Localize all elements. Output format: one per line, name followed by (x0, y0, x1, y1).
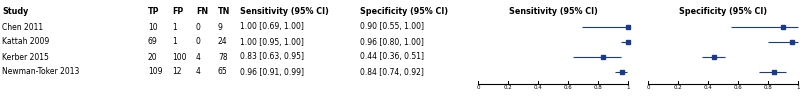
Text: 0.44 [0.36, 0.51]: 0.44 [0.36, 0.51] (360, 52, 424, 62)
Text: TP: TP (148, 8, 159, 16)
Text: 9: 9 (218, 22, 223, 32)
Text: FP: FP (172, 8, 183, 16)
Text: 109: 109 (148, 68, 162, 76)
Text: 0: 0 (646, 85, 650, 90)
Text: 4: 4 (196, 68, 201, 76)
Text: 0: 0 (196, 22, 201, 32)
Text: Specificity (95% CI): Specificity (95% CI) (360, 8, 448, 16)
Text: 0.2: 0.2 (674, 85, 682, 90)
Text: 4: 4 (196, 52, 201, 62)
Text: TN: TN (218, 8, 230, 16)
Text: 24: 24 (218, 38, 228, 46)
Text: 0.4: 0.4 (704, 85, 712, 90)
Text: Study: Study (2, 8, 28, 16)
Text: 12: 12 (172, 68, 182, 76)
Text: 0.96 [0.80, 1.00]: 0.96 [0.80, 1.00] (360, 38, 424, 46)
Text: 0.8: 0.8 (594, 85, 602, 90)
Text: Sensitivity (95% CI): Sensitivity (95% CI) (240, 8, 329, 16)
Text: 0: 0 (196, 38, 201, 46)
Text: 0.4: 0.4 (534, 85, 542, 90)
Text: 1: 1 (626, 85, 630, 90)
Text: 78: 78 (218, 52, 228, 62)
Text: 0.6: 0.6 (564, 85, 572, 90)
Text: 0.2: 0.2 (504, 85, 512, 90)
Text: 20: 20 (148, 52, 158, 62)
Text: Kattah 2009: Kattah 2009 (2, 38, 50, 46)
Text: Kerber 2015: Kerber 2015 (2, 52, 49, 62)
Text: 1: 1 (172, 22, 177, 32)
Text: 69: 69 (148, 38, 158, 46)
Text: 0: 0 (476, 85, 480, 90)
Text: 0.84 [0.74, 0.92]: 0.84 [0.74, 0.92] (360, 68, 424, 76)
Text: 100: 100 (172, 52, 186, 62)
Text: 1: 1 (796, 85, 800, 90)
Text: 1.00 [0.95, 1.00]: 1.00 [0.95, 1.00] (240, 38, 304, 46)
Text: Specificity (95% CI): Specificity (95% CI) (679, 8, 767, 16)
Text: 1.00 [0.69, 1.00]: 1.00 [0.69, 1.00] (240, 22, 304, 32)
Text: Chen 2011: Chen 2011 (2, 22, 43, 32)
Text: 10: 10 (148, 22, 158, 32)
Text: 0.83 [0.63, 0.95]: 0.83 [0.63, 0.95] (240, 52, 304, 62)
Text: 1: 1 (172, 38, 177, 46)
Text: Newman-Toker 2013: Newman-Toker 2013 (2, 68, 79, 76)
Text: FN: FN (196, 8, 208, 16)
Text: 0.8: 0.8 (764, 85, 772, 90)
Text: 0.90 [0.55, 1.00]: 0.90 [0.55, 1.00] (360, 22, 424, 32)
Text: Sensitivity (95% CI): Sensitivity (95% CI) (509, 8, 598, 16)
Text: 65: 65 (218, 68, 228, 76)
Text: 0.96 [0.91, 0.99]: 0.96 [0.91, 0.99] (240, 68, 304, 76)
Text: 0.6: 0.6 (734, 85, 742, 90)
